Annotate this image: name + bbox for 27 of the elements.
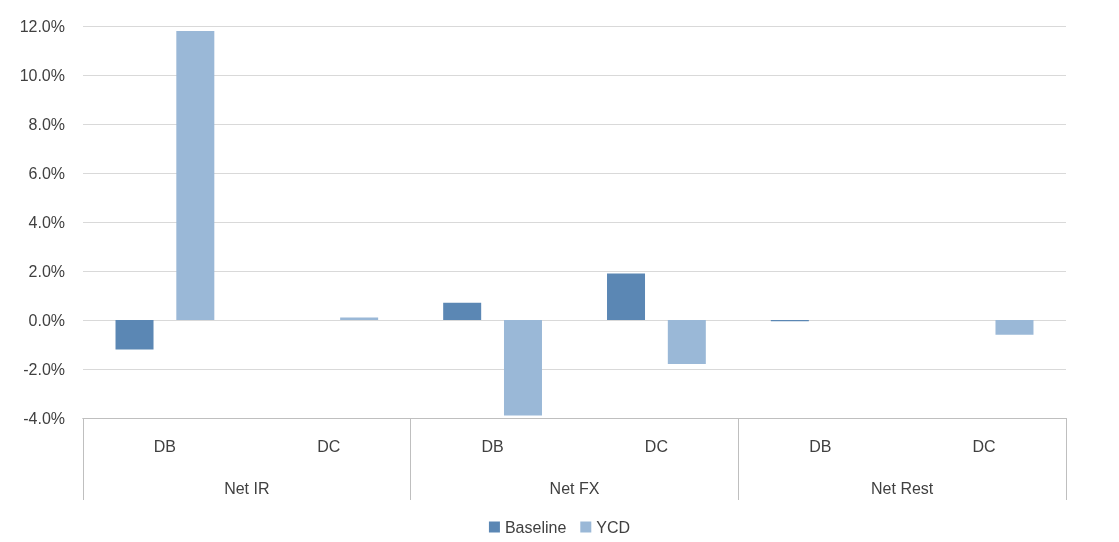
x-tick-label: DC (644, 437, 668, 455)
y-tick-label: 10.0% (19, 66, 65, 84)
x-tick-label: DC (317, 437, 341, 455)
x-tick-label: DC (972, 437, 996, 455)
text: Net FX (549, 479, 600, 497)
bar (607, 273, 646, 320)
bar (995, 320, 1034, 335)
x-tick-label: DB (481, 437, 504, 455)
legend-label: Baseline (504, 518, 567, 536)
bar (176, 30, 215, 320)
text: Net Rest (871, 479, 934, 497)
y-tick-label: 0.0% (28, 311, 65, 329)
bar (503, 320, 542, 416)
y-tick-label: 4.0% (28, 213, 65, 231)
bar (115, 320, 154, 350)
legend-label: YCD (596, 518, 631, 536)
y-tick-label: 8.0% (28, 115, 65, 133)
bar (667, 320, 706, 365)
y-tick-label: -4.0% (23, 409, 65, 427)
y-tick-label: 2.0% (28, 262, 65, 280)
y-tick-label: -2.0% (23, 360, 65, 378)
x-tick-label: DB (153, 437, 177, 455)
text: Net IR (224, 479, 270, 497)
bar (443, 302, 482, 320)
y-tick-label: 6.0% (28, 164, 65, 182)
x-tick-label: DB (809, 437, 832, 455)
y-tick-label: 12.0% (19, 17, 65, 35)
